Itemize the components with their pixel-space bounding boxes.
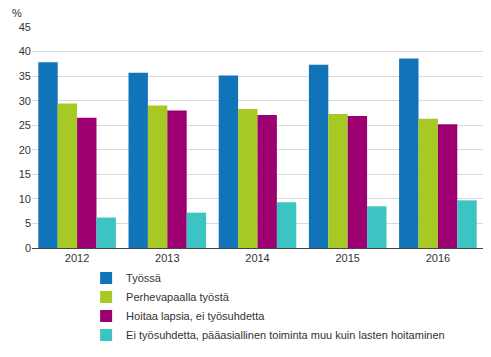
svg-text:Työssä: Työssä	[126, 272, 162, 284]
svg-text:2012: 2012	[65, 252, 89, 264]
svg-text:20: 20	[19, 144, 31, 156]
svg-text:%: %	[12, 7, 22, 19]
svg-text:0: 0	[25, 242, 31, 254]
svg-text:2013: 2013	[155, 252, 179, 264]
svg-text:10: 10	[19, 193, 31, 205]
svg-text:Hoitaa lapsia, ei työsuhdetta: Hoitaa lapsia, ei työsuhdetta	[126, 310, 265, 322]
svg-text:Ei työsuhdetta, pääasiallinen: Ei työsuhdetta, pääasiallinen toiminta m…	[126, 329, 445, 341]
svg-text:25: 25	[19, 119, 31, 131]
svg-text:2014: 2014	[245, 252, 269, 264]
svg-text:5: 5	[25, 217, 31, 229]
svg-text:2015: 2015	[335, 252, 359, 264]
svg-text:Perhevapaalla työstä: Perhevapaalla työstä	[126, 291, 230, 303]
svg-text:35: 35	[19, 70, 31, 82]
svg-text:15: 15	[19, 168, 31, 180]
svg-text:45: 45	[19, 21, 31, 33]
svg-text:40: 40	[19, 45, 31, 57]
svg-text:2016: 2016	[426, 252, 450, 264]
svg-text:30: 30	[19, 95, 31, 107]
